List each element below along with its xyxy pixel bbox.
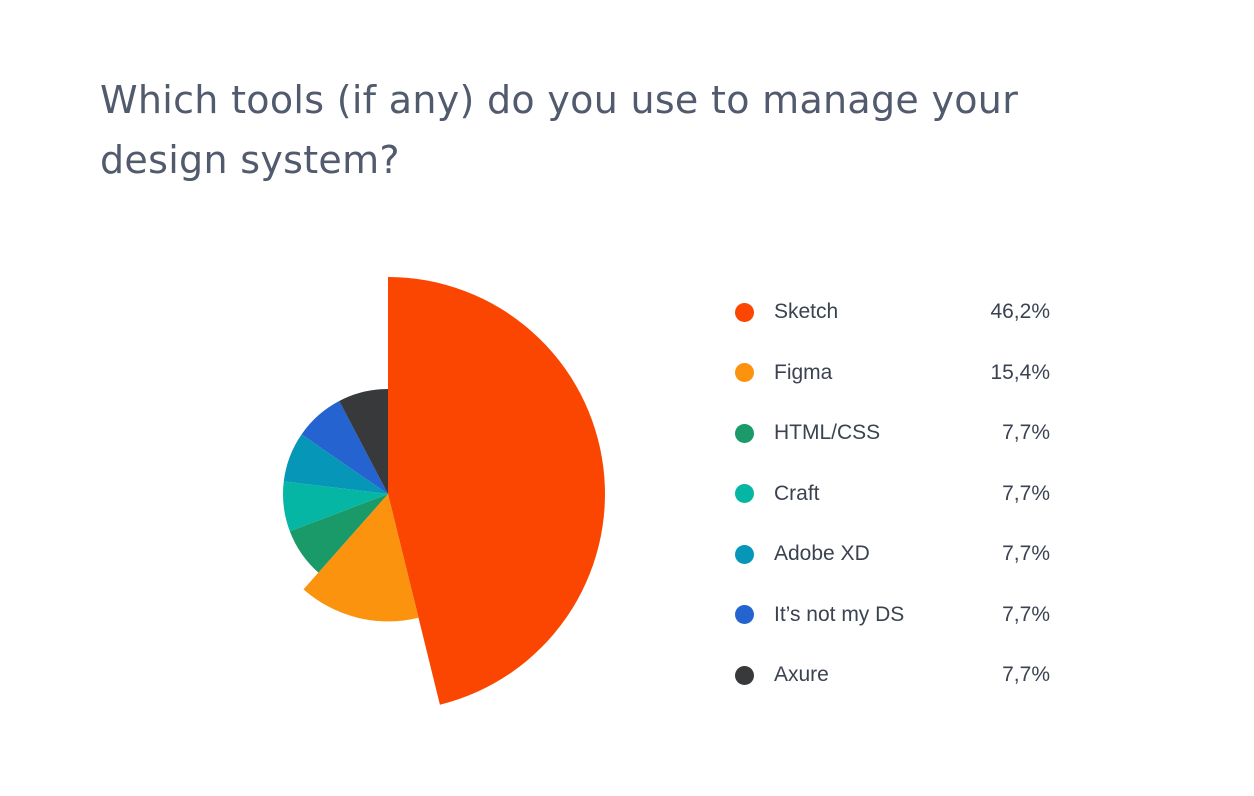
legend-value: 7,7%: [1002, 663, 1050, 687]
legend-item: HTML/CSS 7,7%: [735, 403, 1050, 464]
legend-value: 46,2%: [990, 300, 1050, 324]
legend-swatch: [735, 544, 754, 564]
legend-label: Craft: [774, 481, 820, 505]
pie-slice-sketch: [388, 277, 605, 705]
legend-item: Craft 7,7%: [735, 464, 1050, 525]
legend-swatch: [735, 484, 754, 504]
legend-item: It’s not my DS 7,7%: [735, 585, 1050, 646]
legend-label: Axure: [774, 663, 829, 687]
pie-slice-adobe-xd: [283, 434, 388, 494]
legend-value: 7,7%: [1002, 602, 1050, 626]
legend-label: HTML/CSS: [774, 421, 881, 445]
pie-slice-figma: [303, 494, 419, 622]
legend-swatch: [735, 665, 754, 685]
legend-item: Sketch 46,2%: [735, 282, 1050, 343]
legend-value: 7,7%: [1002, 542, 1050, 566]
legend-label: Adobe XD: [774, 542, 870, 566]
legend-value: 15,4%: [990, 360, 1050, 384]
legend-swatch: [735, 423, 754, 443]
legend-label: Figma: [774, 360, 833, 384]
legend-label: It’s not my DS: [774, 602, 905, 626]
legend-item: Figma 15,4%: [735, 343, 1050, 404]
chart-title: Which tools (if any) do you use to manag…: [100, 78, 1019, 182]
legend-label: Sketch: [774, 300, 839, 324]
legend-swatch: [735, 605, 754, 625]
pie-slice-html-css: [289, 494, 388, 573]
legend-value: 7,7%: [1002, 481, 1050, 505]
legend-item: Axure 7,7%: [735, 645, 1050, 706]
pie-slice-it-s-not-my-ds: [301, 401, 388, 494]
legend: Sketch 46,2% Figma 15,4% HTML/CSS 7,7% Craft 7,…: [735, 282, 1050, 706]
legend-swatch: [735, 363, 754, 383]
legend-swatch: [735, 302, 754, 322]
legend-item: Adobe XD 7,7%: [735, 524, 1050, 585]
legend-value: 7,7%: [1002, 421, 1050, 445]
pie-slice-craft: [283, 481, 388, 532]
pie-slice-axure: [339, 389, 388, 494]
